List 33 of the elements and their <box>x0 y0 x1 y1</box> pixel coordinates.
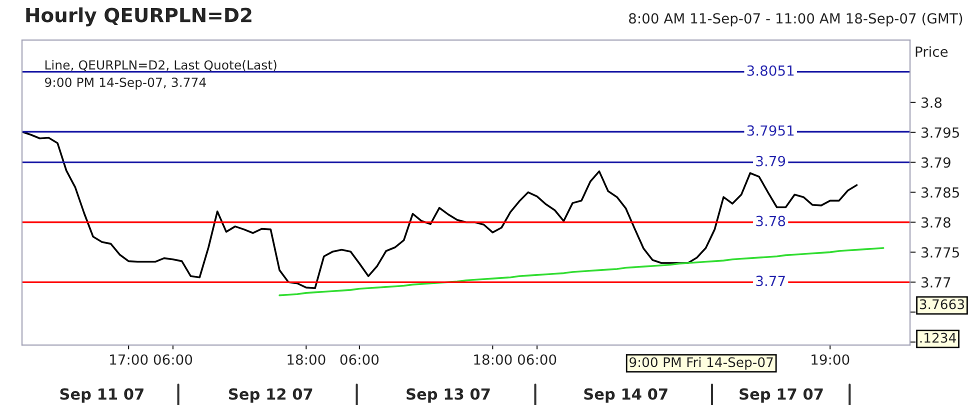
text: 9:00 PM Fri 14-Sep-07 <box>630 356 773 370</box>
annotation: Line, QEURPLN=D2, Last Quote(Last) <box>45 60 276 72</box>
x-tick-label: 17:00 <box>110 354 148 365</box>
y-tick-label: 3.795 <box>922 127 959 138</box>
text: 3.7663 <box>920 299 964 310</box>
chart-subtitle: 8:00 AM 11-Sep-07 - 11:00 AM 18-Sep-07 (GMT) <box>629 12 962 26</box>
text: Sep 14 07 <box>584 388 668 403</box>
y-tick-label: 3.775 <box>922 247 959 258</box>
text: Sep 11 07 <box>60 388 144 403</box>
annotation: 9:00 PM 14-Sep-07, 3.774 <box>44 78 206 90</box>
y-tick-label: 3.785 <box>922 187 959 198</box>
ref-line-label: 3.79 <box>756 156 786 166</box>
x-tick-label: 06:00 <box>154 354 192 365</box>
text: Sep 13 07 <box>406 388 490 403</box>
ref-line-label: 3.7951 <box>747 125 794 136</box>
y-tick-label: 3.79 <box>922 157 950 168</box>
y-axis-title: Price <box>916 46 948 57</box>
line-series <box>278 247 884 296</box>
y-tick-label: 3.78 <box>922 217 950 228</box>
ref-line-label: 3.77 <box>756 276 785 286</box>
y-tick-label: 3.8 <box>922 97 942 108</box>
x-tick-label: 06:00 <box>340 354 379 365</box>
ref-line-label: 3.8051 <box>747 65 794 76</box>
chart-title: Hourly QEURPLN=D2 <box>26 7 252 26</box>
x-tick-label: 18:00 <box>474 354 512 365</box>
text: .1234 <box>920 332 956 343</box>
text: Sep 12 07 <box>229 388 312 403</box>
x-tick-label: 18:00 <box>288 354 326 365</box>
x-tick-label: 06:00 <box>518 354 556 365</box>
ref-line-label: 3.78 <box>756 216 786 226</box>
x-tick-label: 19:00 <box>812 354 850 365</box>
y-tick-label: 3.77 <box>922 277 950 288</box>
text: Sep 17 07 <box>740 388 823 403</box>
